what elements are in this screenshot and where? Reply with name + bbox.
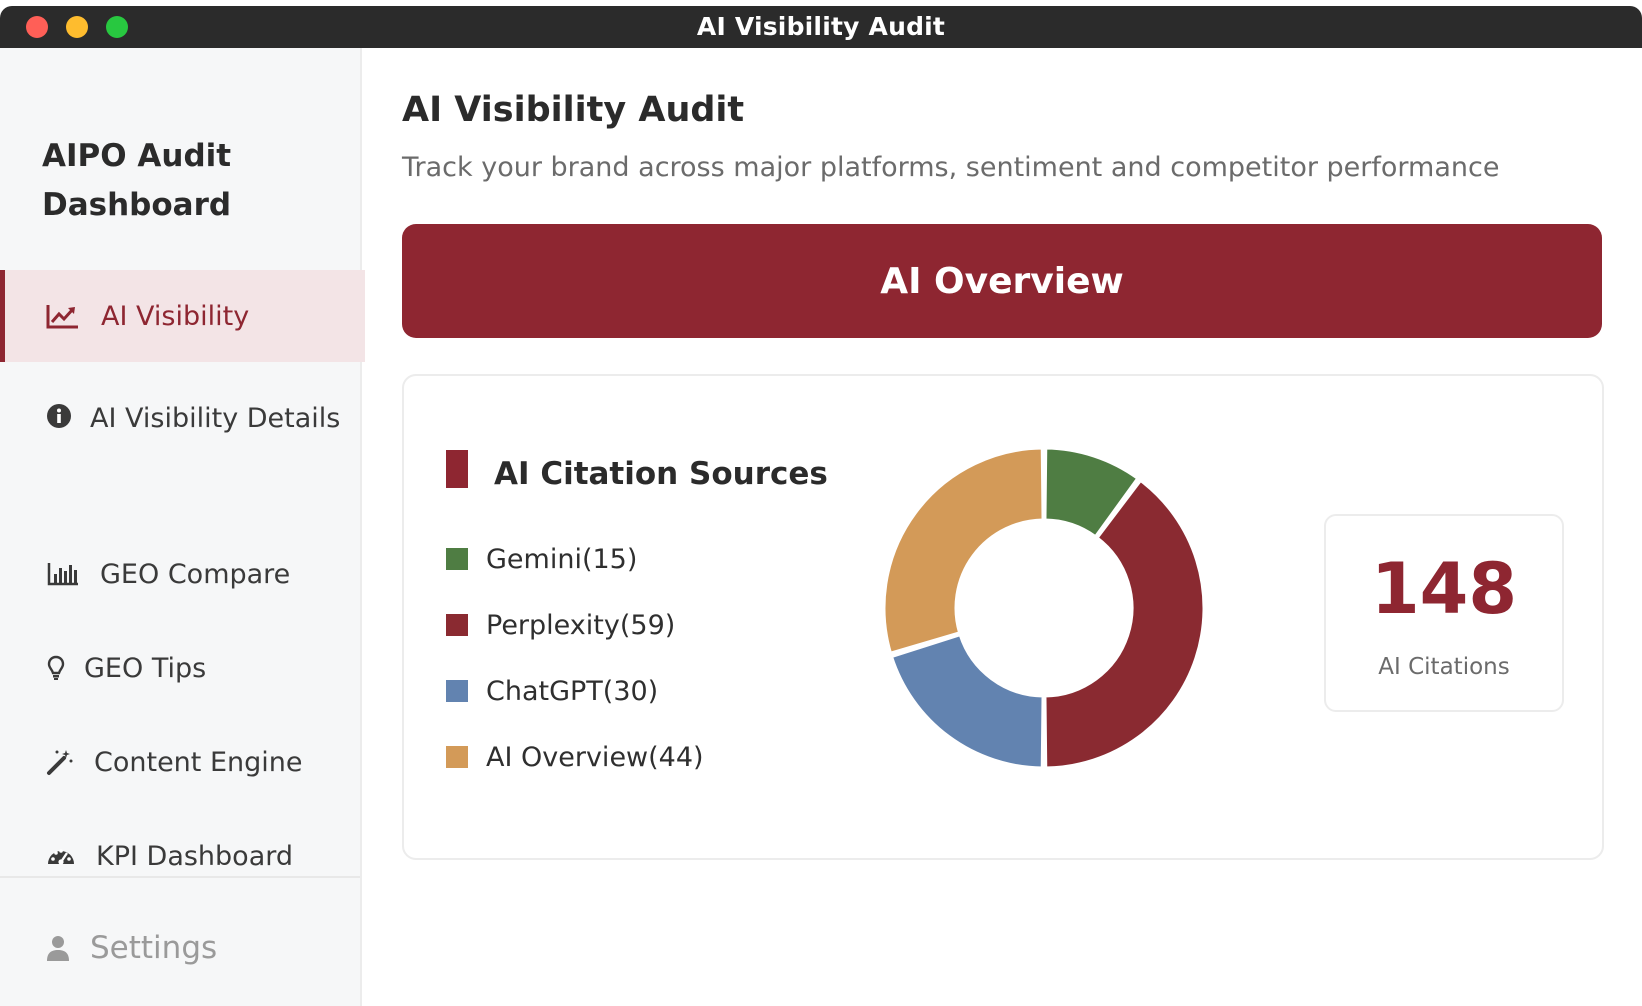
sidebar-item-settings[interactable]: Settings <box>0 908 360 988</box>
lightbulb-icon <box>46 655 66 681</box>
sidebar-item-label: Settings <box>90 930 218 966</box>
card-title: AI Citation Sources <box>494 456 828 492</box>
total-citations-stat: 148 AI Citations <box>1324 514 1564 712</box>
donut-slice-ai-overview <box>882 446 1045 655</box>
citation-donut-chart <box>882 446 1206 770</box>
sidebar-item-label: GEO Compare <box>100 558 291 590</box>
legend-item-chatgpt: ChatGPT(30) <box>446 658 704 724</box>
legend-label: AI Overview(44) <box>486 741 704 773</box>
close-window-button[interactable] <box>26 16 48 38</box>
legend-label: ChatGPT(30) <box>486 675 659 707</box>
sidebar-item-label: AI Visibility Details <box>90 403 341 434</box>
user-icon <box>46 934 70 962</box>
legend-swatch <box>446 614 468 636</box>
sidebar-item-ai-visibility-details[interactable]: AI Visibility Details <box>0 368 360 496</box>
magic-wand-icon <box>46 748 74 776</box>
sidebar-item-label: GEO Tips <box>84 652 207 684</box>
citation-sources-card: AI Citation Sources Gemini(15) Perplexit… <box>402 374 1604 860</box>
section-marker <box>446 450 468 488</box>
sidebar-item-label: AI Visibility <box>101 300 250 332</box>
legend-label: Perplexity(59) <box>486 609 676 641</box>
brand-title: AIPO Audit Dashboard <box>42 138 232 223</box>
info-circle-icon <box>46 403 72 429</box>
sidebar-item-ai-visibility[interactable]: AI Visibility <box>0 270 365 362</box>
stat-value: 148 <box>1370 548 1518 630</box>
app-window: AI Visibility Audit AIPO Audit Dashboard… <box>0 6 1642 1006</box>
sidebar-divider <box>0 876 360 878</box>
ai-overview-button[interactable]: AI Overview <box>402 224 1602 338</box>
minimize-window-button[interactable] <box>66 16 88 38</box>
line-chart-icon <box>45 303 81 329</box>
sidebar-item-content-engine[interactable]: Content Engine <box>0 732 360 792</box>
legend-item-ai-overview: AI Overview(44) <box>446 724 704 790</box>
donut-slice-chatgpt <box>890 633 1045 770</box>
maximize-window-button[interactable] <box>106 16 128 38</box>
legend-label: Gemini(15) <box>486 543 638 575</box>
page-title: AI Visibility Audit <box>402 90 745 130</box>
sidebar: AIPO Audit Dashboard AI Visibility <box>0 48 365 1006</box>
sidebar-item-kpi-dashboard[interactable]: KPI Dashboard <box>0 826 360 886</box>
donut-slice-perplexity <box>1043 478 1206 770</box>
sidebar-item-label: Content Engine <box>94 746 303 778</box>
legend-swatch <box>446 548 468 570</box>
legend-swatch <box>446 746 468 768</box>
page-subtitle: Track your brand across major platforms,… <box>402 152 1500 183</box>
title-bar: AI Visibility Audit <box>0 6 1642 48</box>
gauge-icon <box>46 844 76 868</box>
sidebar-item-geo-tips[interactable]: GEO Tips <box>0 638 360 698</box>
legend-item-perplexity: Perplexity(59) <box>446 592 704 658</box>
bar-chart-icon <box>46 562 80 586</box>
main-content: AI Visibility Audit Track your brand acr… <box>362 48 1642 1006</box>
sidebar-item-label: KPI Dashboard <box>96 840 294 872</box>
legend-item-gemini: Gemini(15) <box>446 526 704 592</box>
stat-label: AI Citations <box>1378 654 1510 680</box>
chart-legend: Gemini(15) Perplexity(59) ChatGPT(30) AI… <box>446 526 704 790</box>
window-title: AI Visibility Audit <box>696 12 946 41</box>
sidebar-item-geo-compare[interactable]: GEO Compare <box>0 544 360 604</box>
donut-slice-gemini <box>1043 446 1140 539</box>
legend-swatch <box>446 680 468 702</box>
